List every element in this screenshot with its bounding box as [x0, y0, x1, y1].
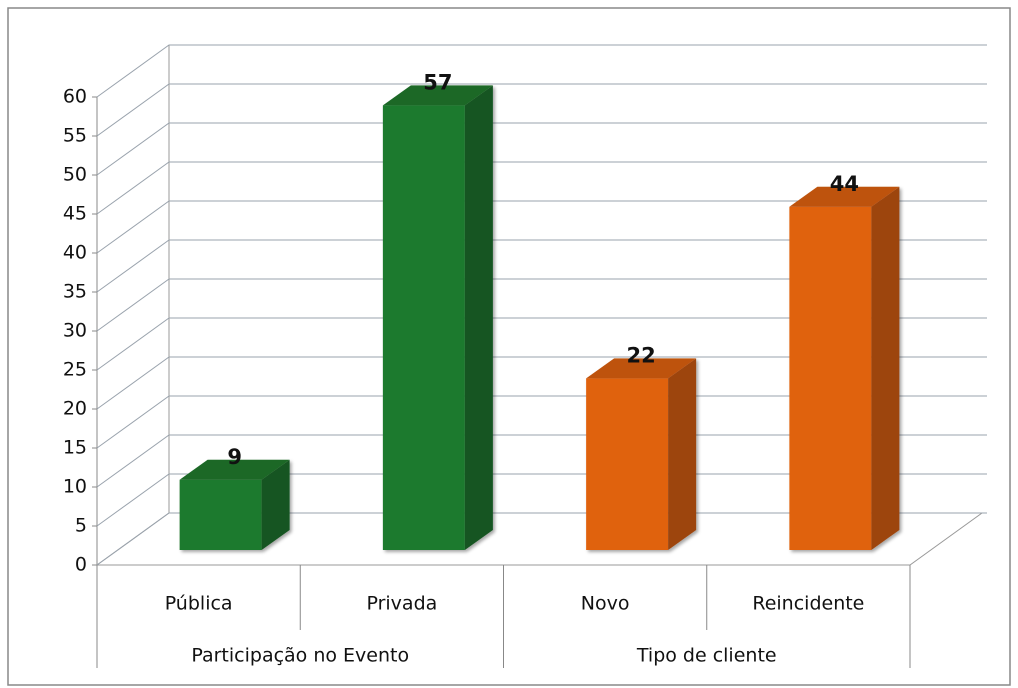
- bar: [382, 85, 493, 551]
- y-tick-label: 50: [63, 164, 87, 186]
- bar-face: [789, 186, 900, 207]
- y-tick-label: 55: [63, 125, 87, 147]
- grid-line: [96, 512, 987, 566]
- x-tick-label: Novo: [581, 593, 630, 615]
- bar-face: [382, 105, 465, 551]
- grid-line: [96, 395, 987, 449]
- grid-line: [96, 122, 987, 176]
- x-tick-label: Pública: [165, 593, 233, 615]
- x-tick-label: Privada: [366, 593, 437, 615]
- y-tick-label: 5: [75, 515, 87, 537]
- bar-face: [871, 186, 900, 551]
- data-label: 44: [830, 172, 859, 196]
- y-tick-label: 40: [63, 242, 87, 264]
- group-label: Tipo de cliente: [636, 645, 777, 667]
- bar-face: [586, 378, 669, 550]
- bar-face: [789, 206, 872, 551]
- y-tick-label: 10: [63, 476, 87, 498]
- bar: [179, 459, 290, 550]
- bar-face: [179, 479, 262, 550]
- y-tick-label: 25: [63, 359, 87, 381]
- x-tick-label: Reincidente: [752, 593, 864, 615]
- bar-face: [382, 85, 493, 106]
- grid-line: [96, 278, 987, 332]
- y-tick-label: 35: [63, 281, 87, 303]
- grid-line: [96, 473, 987, 527]
- bar-face: [586, 358, 697, 379]
- y-tick-label: 45: [63, 203, 87, 225]
- y-tick-label: 30: [63, 320, 87, 342]
- bar: [789, 186, 900, 551]
- bar-face: [668, 358, 697, 550]
- grid-line: [96, 200, 987, 254]
- grid-line: [96, 161, 987, 215]
- grid-line: [96, 83, 987, 137]
- group-label: Participação no Evento: [191, 645, 409, 667]
- bar-face: [261, 459, 290, 550]
- y-tick-label: 15: [63, 437, 87, 459]
- data-label: 9: [227, 445, 242, 469]
- grid-line: [96, 239, 987, 293]
- grid-line: [96, 317, 987, 371]
- y-tick-label: 0: [75, 554, 87, 576]
- data-label: 57: [423, 70, 452, 94]
- bar: [586, 358, 697, 550]
- data-label: 22: [627, 343, 656, 367]
- y-tick-label: 20: [63, 398, 87, 420]
- grid-line: [96, 434, 987, 488]
- bar-face: [464, 85, 493, 551]
- y-tick-label: 60: [63, 86, 87, 108]
- grid-line: [96, 356, 987, 410]
- grid-line: [96, 44, 987, 98]
- bar-face: [179, 459, 290, 480]
